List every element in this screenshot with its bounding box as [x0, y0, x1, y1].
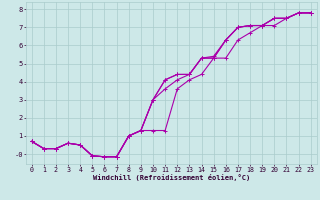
- X-axis label: Windchill (Refroidissement éolien,°C): Windchill (Refroidissement éolien,°C): [92, 174, 250, 181]
